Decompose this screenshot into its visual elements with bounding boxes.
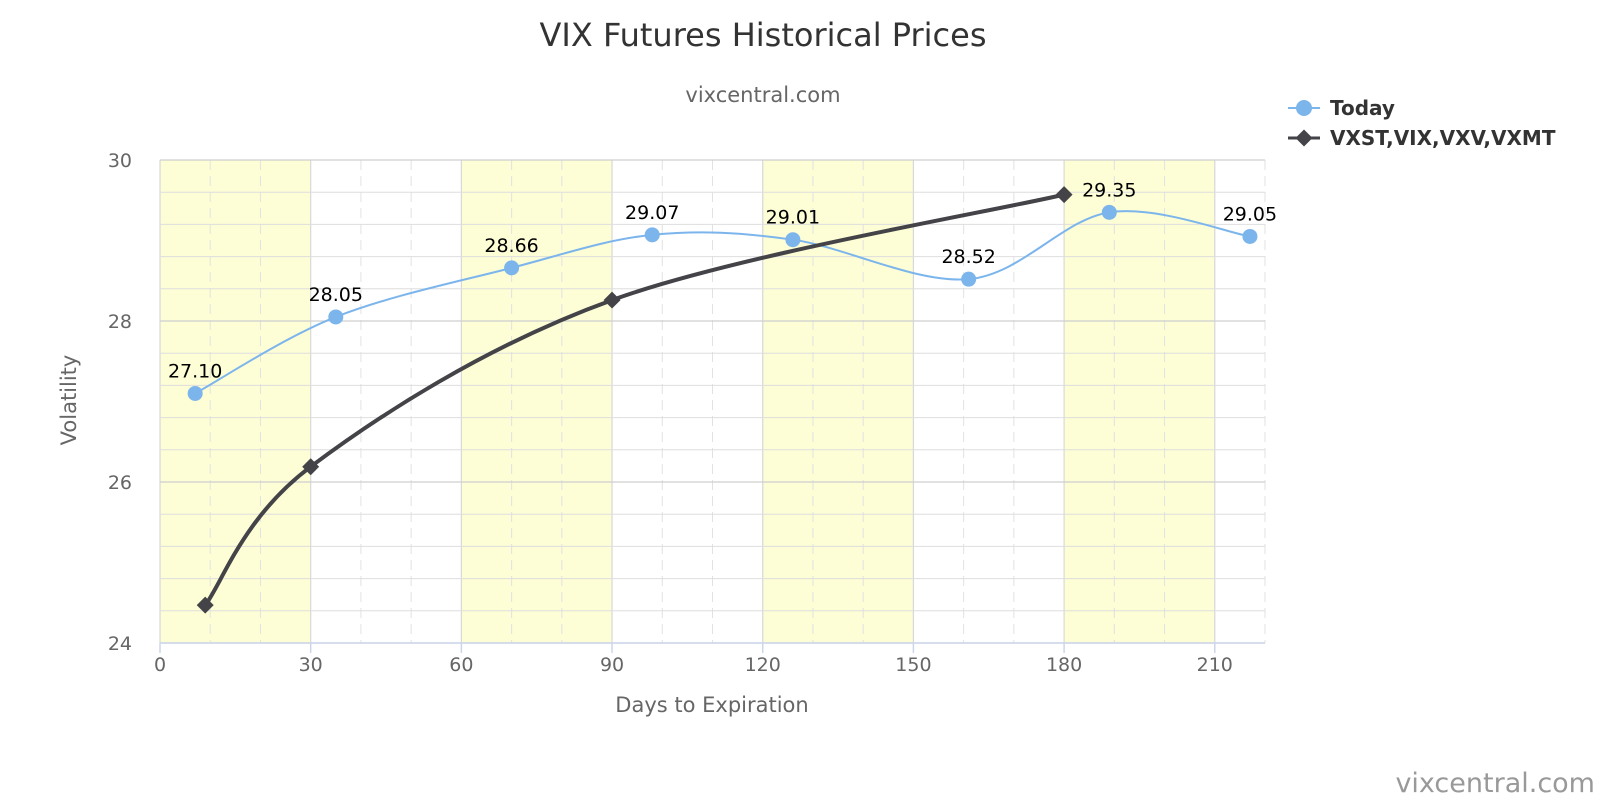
series-point-today-0 xyxy=(187,385,203,401)
credit-text[interactable]: vixcentral.com xyxy=(1395,768,1595,799)
y-axis-title: Volatility xyxy=(57,355,81,446)
y-tick-label-30: 30 xyxy=(108,150,132,172)
series-point-today-7 xyxy=(1242,228,1258,244)
x-tick-label-150: 150 xyxy=(895,654,931,676)
x-axis-title: Days to Expiration xyxy=(615,693,808,717)
y-tick-label-28: 28 xyxy=(108,311,132,333)
series-point-today-2 xyxy=(504,260,520,276)
series-line-today xyxy=(194,210,1251,395)
series-point-term-structure-0 xyxy=(196,596,214,614)
data-label-today-6: 29.35 xyxy=(1082,179,1136,201)
chart-subtitle: vixcentral.com xyxy=(685,83,840,107)
x-tick-label-90: 90 xyxy=(600,654,624,676)
legend-term-label: VXST,VIX,VXV,VXMT xyxy=(1330,126,1556,150)
legend-item-vxst-vix-vxv-vxmt[interactable]: VXST,VIX,VXV,VXMT xyxy=(1288,126,1556,150)
data-label-today-3: 29.07 xyxy=(625,202,679,224)
y-tick-label-24: 24 xyxy=(108,633,132,655)
x-tick-label-0: 0 xyxy=(154,654,166,676)
data-label-today-7: 29.05 xyxy=(1223,203,1277,225)
data-label-today-0: 27.10 xyxy=(168,360,222,382)
series-point-term-structure-2 xyxy=(603,291,621,309)
legend-item-today[interactable]: Today xyxy=(1288,96,1395,120)
legend-today-label: Today xyxy=(1330,96,1395,120)
x-tick-label-30: 30 xyxy=(299,654,323,676)
x-tick-label-60: 60 xyxy=(449,654,473,676)
y-tick-label-26: 26 xyxy=(108,472,132,494)
data-label-today-5: 28.52 xyxy=(941,246,995,268)
data-label-today-2: 28.66 xyxy=(484,235,538,257)
chart-title: VIX Futures Historical Prices xyxy=(540,16,987,54)
series-point-today-3 xyxy=(644,227,660,243)
data-label-today-4: 29.01 xyxy=(766,207,820,229)
series-line-term-structure xyxy=(203,192,1065,607)
series-point-today-1 xyxy=(328,309,344,325)
x-tick-label-180: 180 xyxy=(1046,654,1082,676)
x-tick-label-120: 120 xyxy=(745,654,781,676)
x-band-0 xyxy=(160,160,311,643)
x-tick-label-210: 210 xyxy=(1197,654,1233,676)
series-point-today-4 xyxy=(785,232,801,248)
x-band-2 xyxy=(762,160,914,643)
legend-today-marker xyxy=(1296,100,1312,116)
series-point-term-structure-1 xyxy=(302,458,320,476)
data-label-today-1: 28.05 xyxy=(309,284,363,306)
series-point-today-5 xyxy=(961,271,977,287)
x-band-3 xyxy=(1064,160,1215,643)
series-point-today-6 xyxy=(1101,204,1117,220)
legend[interactable]: Today VXST,VIX,VXV,VXMT xyxy=(1288,96,1556,150)
x-band-1 xyxy=(461,160,613,643)
